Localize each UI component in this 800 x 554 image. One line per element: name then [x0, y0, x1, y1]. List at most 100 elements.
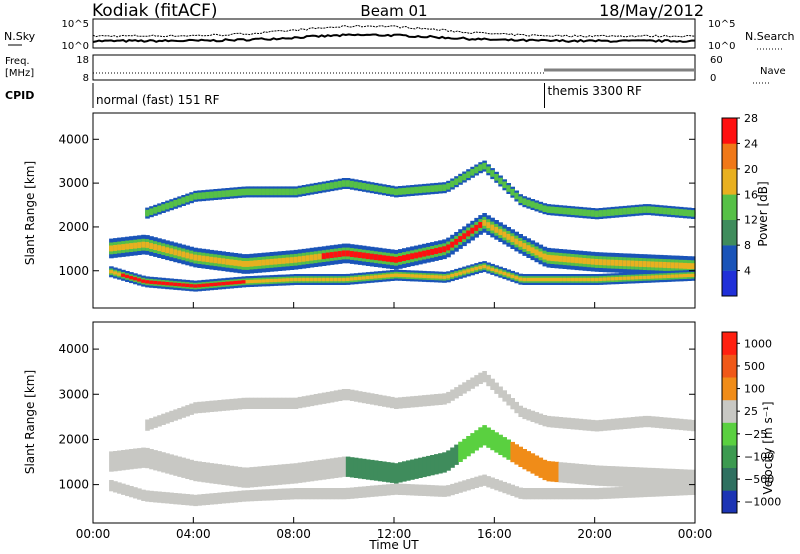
- velocity-cell: [245, 467, 251, 488]
- power-cell: [562, 209, 568, 213]
- power-cell: [285, 190, 291, 194]
- velocity-cell: [562, 462, 568, 483]
- velocity-cell: [398, 397, 403, 409]
- velocity-cell: [145, 490, 150, 502]
- power-cell: [430, 249, 435, 255]
- power-cell: [454, 180, 459, 184]
- colorbar-tick-label: 24: [744, 137, 758, 150]
- velocity-cell: [406, 460, 411, 481]
- velocity-cell: [205, 493, 210, 505]
- velocity-cell: [566, 462, 572, 484]
- velocity-cell: [349, 487, 355, 499]
- power-cell: [470, 170, 475, 174]
- power-cell: [582, 277, 588, 282]
- power-cell: [145, 211, 150, 215]
- power-cell: [458, 271, 463, 275]
- velocity-cell: [630, 467, 636, 488]
- velocity-cell: [462, 382, 467, 394]
- power-cell: [642, 275, 648, 280]
- power-cell: [357, 183, 363, 188]
- power-cell: [566, 256, 572, 263]
- colorbar-frame: [721, 117, 738, 297]
- velocity-cell: [285, 488, 291, 500]
- power-cell: [474, 224, 479, 231]
- power-cell: [185, 283, 190, 287]
- power-cell: [137, 242, 142, 249]
- power-cell: [145, 280, 150, 284]
- velocity-cell: [269, 397, 275, 409]
- velocity-cell: [357, 391, 363, 403]
- velocity-cell: [518, 405, 523, 417]
- velocity-cell: [626, 466, 632, 488]
- power-cell: [554, 277, 560, 282]
- power-cell: [117, 244, 122, 251]
- power-cell: [683, 274, 688, 278]
- velocity-cell: [157, 415, 162, 427]
- power-cell: [121, 244, 126, 250]
- power-cell: [434, 248, 439, 254]
- velocity-cell: [454, 387, 459, 399]
- power-cell: [554, 255, 560, 262]
- power-cell: [394, 273, 399, 277]
- power-cell: [630, 276, 636, 280]
- velocity-cell: [333, 390, 339, 402]
- velocity-cell: [450, 483, 455, 496]
- velocity-cell: [422, 395, 427, 407]
- power-cell: [550, 255, 556, 262]
- power-cell: [265, 190, 271, 194]
- velocity-cell: [337, 457, 343, 478]
- velocity-cell: [538, 413, 544, 425]
- velocity-cell: [566, 417, 572, 429]
- velocity-colorbar-label: Velocity [m s⁻¹]: [761, 401, 775, 494]
- velocity-cell: [570, 463, 576, 484]
- power-cell: [626, 209, 632, 213]
- power-cell: [361, 252, 367, 259]
- velocity-cell: [578, 488, 584, 500]
- power-cell: [446, 275, 451, 279]
- velocity-cell: [454, 444, 459, 465]
- velocity-cell: [590, 465, 596, 486]
- velocity-cell: [594, 465, 600, 486]
- velocity-cell: [390, 462, 395, 483]
- power-cell: [353, 251, 359, 258]
- velocity-cell: [117, 450, 122, 471]
- power-cell: [614, 210, 620, 214]
- power-cell: [414, 274, 419, 278]
- power-cell: [574, 257, 580, 264]
- power-cell: [574, 277, 580, 282]
- velocity-cell: [466, 479, 471, 491]
- velocity-y-ticks: 1000 2000 3000 4000: [58, 342, 695, 492]
- power-cell: [349, 277, 355, 281]
- velocity-cell: [309, 394, 315, 407]
- power-cell: [273, 258, 279, 265]
- velocity-cell: [377, 484, 383, 497]
- velocity-cell: [678, 418, 684, 431]
- power-cell: [301, 188, 307, 193]
- colorbar-swatch: [722, 467, 737, 491]
- power-cell: [309, 277, 315, 282]
- power-cell: [317, 186, 323, 190]
- x-axis-label: Time UT: [368, 538, 419, 552]
- velocity-cell: [177, 408, 182, 420]
- power-cell: [205, 256, 210, 263]
- power-cell: [217, 192, 222, 196]
- power-cell: [117, 272, 122, 276]
- power-cell: [201, 193, 206, 198]
- power-cell: [442, 186, 447, 190]
- velocity-cell: [261, 466, 267, 487]
- noise-top-tick-left: 10^5: [62, 19, 89, 30]
- power-cell: [345, 277, 351, 281]
- velocity-cell: [418, 395, 423, 407]
- velocity-cell: [450, 389, 455, 401]
- power-cell: [325, 277, 331, 282]
- velocity-cell: [542, 415, 548, 427]
- velocity-cell: [185, 405, 190, 417]
- velocity-cell: [341, 488, 347, 500]
- power-cell: [165, 282, 170, 286]
- power-cell: [522, 200, 527, 204]
- power-cell: [638, 208, 644, 212]
- velocity-cell: [502, 437, 507, 458]
- velocity-cell: [450, 447, 455, 468]
- power-cell: [386, 274, 391, 278]
- velocity-cell: [349, 457, 355, 478]
